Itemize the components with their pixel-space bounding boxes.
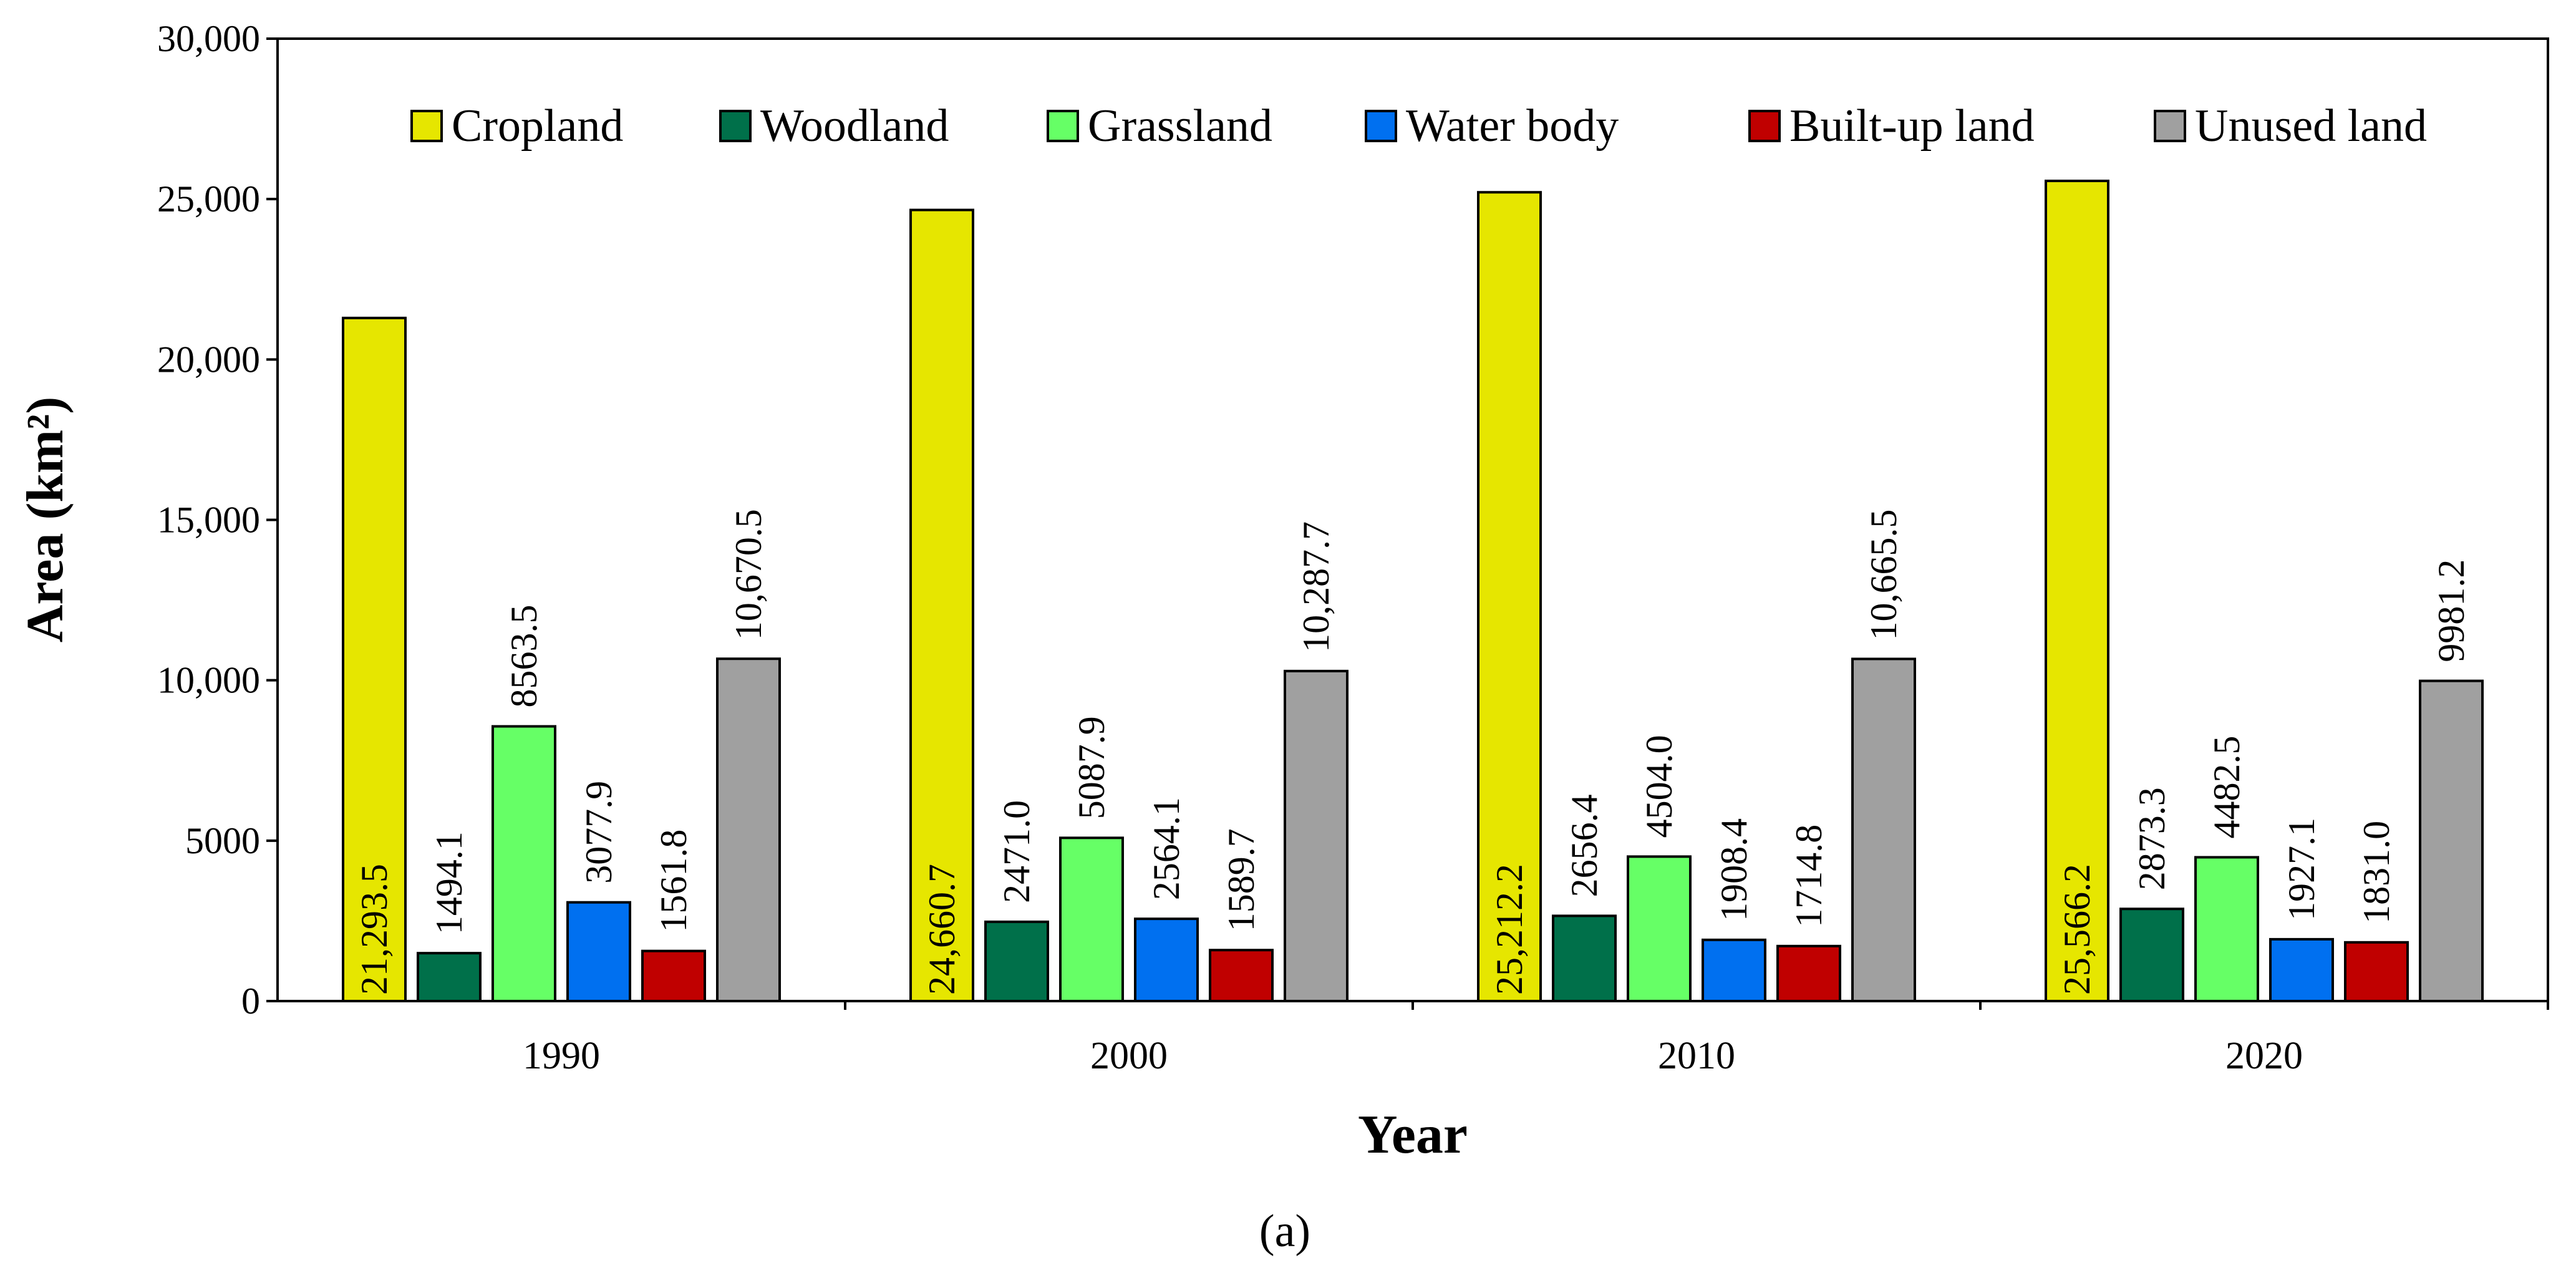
legend-swatch <box>719 110 752 142</box>
bar <box>716 657 781 1003</box>
data-label: 2564.1 <box>1146 797 1187 900</box>
x-axis-title: Year <box>1358 1105 1468 1165</box>
bar <box>491 725 556 1002</box>
x-tick-label: 1990 <box>523 1035 600 1077</box>
bar <box>909 208 974 1002</box>
bar <box>2269 937 2334 1002</box>
bar <box>984 920 1049 1002</box>
data-label: 3077.9 <box>578 781 619 884</box>
legend-swatch <box>1365 110 1397 142</box>
legend-swatch <box>1047 110 1079 142</box>
y-tick-label: 25,000 <box>157 178 260 220</box>
x-tick-label: 2020 <box>2225 1035 2303 1077</box>
bar <box>342 316 407 1002</box>
legend-swatch <box>410 110 443 142</box>
data-label: 1714.8 <box>1788 825 1829 927</box>
bar <box>1284 669 1349 1002</box>
bar <box>1702 938 1766 1002</box>
legend-label: Unused land <box>2195 100 2427 152</box>
data-label: 1589.7 <box>1221 828 1262 931</box>
data-label: 1927.1 <box>2281 818 2322 921</box>
bar <box>2344 941 2409 1002</box>
legend: Cropland Woodland Grassland Water body Built… <box>410 100 2427 152</box>
legend-label: Grassland <box>1088 100 1272 152</box>
bar <box>1134 917 1199 1002</box>
legend-label: Built-up land <box>1789 100 2035 152</box>
bar <box>2419 679 2484 1003</box>
data-label: 4482.5 <box>2206 735 2247 838</box>
x-axis: 1990 2000 2010 2020 <box>523 1001 2549 1077</box>
figure-caption: (a) <box>1259 1206 1310 1257</box>
data-label: 1908.4 <box>1713 818 1755 921</box>
bar <box>1627 855 1692 1002</box>
y-axis-title: Area (km²) <box>16 397 74 643</box>
plot-area <box>276 37 2549 1002</box>
data-label: 24,660.7 <box>921 864 962 995</box>
data-label: 4504.0 <box>1639 735 1680 838</box>
legend-label: Woodland <box>760 100 949 152</box>
bar <box>2194 856 2259 1002</box>
bars: 21,293.5 1494.1 8563.5 3077.9 1561.8 10,670.5… <box>342 180 2484 1003</box>
y-tick-label: 0 <box>241 980 260 1022</box>
legend-label: Cropland <box>452 100 623 152</box>
x-tick-label: 2010 <box>1658 1035 1735 1077</box>
data-label: 8563.5 <box>503 605 545 708</box>
data-label: 10,287.7 <box>1295 521 1337 652</box>
y-tick-label: 30,000 <box>157 18 260 59</box>
data-label: 25,566.2 <box>2056 864 2098 995</box>
data-label: 1831.0 <box>2356 821 2397 924</box>
bar <box>1059 836 1124 1003</box>
y-tick-label: 5000 <box>185 820 260 861</box>
bar <box>1209 949 1274 1003</box>
data-label: 5087.9 <box>1071 716 1112 819</box>
bar <box>1851 657 1916 1002</box>
bar <box>2119 908 2184 1002</box>
data-label: 10,665.5 <box>1863 509 1904 640</box>
bar <box>641 949 706 1002</box>
x-tick-label: 2000 <box>1090 1035 1168 1077</box>
data-label: 21,293.5 <box>354 864 395 995</box>
y-tick-label: 20,000 <box>157 339 260 380</box>
data-label: 2873.3 <box>2131 787 2172 890</box>
data-label: 1561.8 <box>653 830 694 932</box>
y-tick-label: 10,000 <box>157 660 260 701</box>
bar <box>1477 191 1542 1002</box>
bar <box>417 952 482 1002</box>
data-label: 2471.0 <box>996 800 1037 903</box>
y-tick-label: 15,000 <box>157 500 260 541</box>
data-label: 10,670.5 <box>728 509 769 640</box>
legend-swatch <box>1748 110 1781 142</box>
legend-swatch <box>2154 110 2186 142</box>
legend-label: Water body <box>1406 100 1619 152</box>
bar <box>566 901 631 1003</box>
bar <box>2045 180 2109 1002</box>
data-label: 25,212.2 <box>1489 864 1530 995</box>
bar <box>1776 944 1841 1003</box>
bar <box>1552 914 1617 1002</box>
data-label: 9981.2 <box>2431 559 2472 662</box>
data-label: 1494.1 <box>429 831 470 934</box>
y-axis: 0 5000 10,000 15,000 20,000 25,000 30,000 <box>157 18 278 1022</box>
data-label: 2656.4 <box>1564 794 1605 897</box>
